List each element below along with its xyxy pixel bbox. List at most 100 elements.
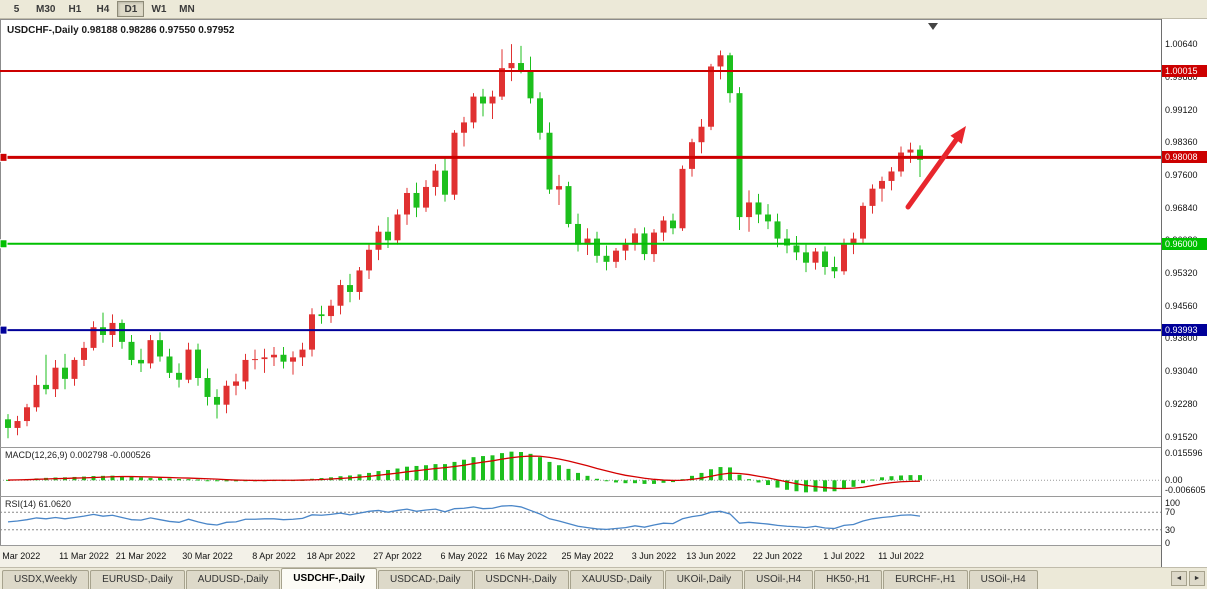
candle-down xyxy=(603,255,610,262)
timeframe-button-h1[interactable]: H1 xyxy=(68,4,82,15)
tab-usoil-h4[interactable]: USOil-,H4 xyxy=(968,570,1038,589)
candle-up xyxy=(879,180,885,189)
macd-histogram-bar xyxy=(528,453,533,481)
candle-up xyxy=(451,132,458,195)
date-label: 6 May 2022 xyxy=(440,551,488,561)
axis-separator xyxy=(1161,19,1162,567)
candle-up xyxy=(394,214,401,241)
candle-up xyxy=(252,359,258,361)
candle-down xyxy=(166,356,173,373)
macd-histogram-bar xyxy=(756,480,761,483)
candle-down xyxy=(119,322,125,342)
tab-xauusd-daily[interactable]: XAUUSD-,Daily xyxy=(569,570,664,589)
date-axis: 2 Mar 2022 11 Mar 2022 21 Mar 2022 30 Mar 2… xyxy=(0,546,1161,567)
tab-usdcnh-daily[interactable]: USDCNH-,Daily xyxy=(473,570,569,589)
macd-panel[interactable] xyxy=(0,448,1161,496)
macd-histogram-bar xyxy=(566,468,571,481)
candle-up xyxy=(746,202,752,218)
candle-down xyxy=(831,266,838,272)
chart-title: USDCHF-,Daily 0.98188 0.98286 0.97550 0.… xyxy=(7,25,235,36)
tabs-scroll-right-button[interactable]: ► xyxy=(1189,571,1205,586)
rsi-axis-label: 100 xyxy=(1165,498,1181,508)
candle-up xyxy=(356,270,363,292)
timeframe-button-h4[interactable]: H4 xyxy=(96,4,110,15)
tab-usoil-h4[interactable]: USOil-,H4 xyxy=(744,570,814,589)
macd-histogram-bar xyxy=(177,478,181,481)
macd-histogram-bar xyxy=(604,480,609,482)
tabs-scroll-arrows: ◄ ► xyxy=(1171,571,1205,589)
macd-histogram-bar xyxy=(851,480,856,487)
date-label: 27 Apr 2022 xyxy=(373,551,422,561)
candle-up xyxy=(812,251,819,263)
macd-histogram-bar xyxy=(557,465,561,481)
panel-separator xyxy=(0,545,1207,546)
candle-up xyxy=(33,384,40,408)
price-level-badge-0.96000: 0.96000 xyxy=(1162,237,1207,250)
candlestick-chart[interactable] xyxy=(0,19,1161,447)
candle-up xyxy=(328,305,334,317)
timeframe-button-m30[interactable]: M30 xyxy=(36,4,56,15)
chart-window: USDCHF-,Daily 0.98188 0.98286 0.97550 0.… xyxy=(0,19,1207,567)
macd-histogram-bar xyxy=(405,466,409,481)
candle-up xyxy=(698,126,705,143)
rsi-line xyxy=(7,504,921,531)
trend-arrow-shaft[interactable] xyxy=(905,134,961,210)
candle-up xyxy=(271,354,277,358)
tab-hk50-h1[interactable]: HK50-,H1 xyxy=(814,570,883,589)
macd-histogram-bar xyxy=(386,469,390,481)
tab-usdx-weekly[interactable]: USDX,Weekly xyxy=(2,570,90,589)
macd-histogram-bar xyxy=(785,480,789,490)
macd-axis-label: 0.015596 xyxy=(1165,448,1203,458)
trend-arrow-head[interactable] xyxy=(950,126,966,144)
candle-down xyxy=(5,419,11,428)
candle-down xyxy=(128,341,135,360)
panel-separator xyxy=(0,447,1207,448)
rsi-panel[interactable] xyxy=(0,497,1161,545)
macd-histogram-bar xyxy=(899,475,903,481)
macd-axis-label: -0.006605 xyxy=(1165,485,1206,495)
candle-up xyxy=(404,192,410,215)
macd-histogram-bar xyxy=(861,480,865,484)
timeframe-button-5[interactable]: 5 xyxy=(13,4,20,15)
candle-up xyxy=(632,233,638,245)
candle-up xyxy=(708,66,714,127)
rsi-axis-label: 30 xyxy=(1165,524,1176,535)
candle-up xyxy=(71,359,78,379)
macd-histogram-bar xyxy=(804,480,808,493)
candle-down xyxy=(214,396,220,405)
candle-down xyxy=(280,354,287,362)
candle-up xyxy=(556,186,562,190)
macd-histogram-bar xyxy=(889,476,894,481)
tab-eurusd-daily[interactable]: EURUSD-,Daily xyxy=(90,570,185,589)
candle-up xyxy=(499,68,505,97)
candle-down xyxy=(546,132,553,190)
macd-histogram-bar xyxy=(490,455,495,481)
macd-histogram-bar xyxy=(186,479,191,481)
candle-down xyxy=(157,340,163,357)
timeframe-button-d1[interactable]: D1 xyxy=(117,1,145,17)
macd-histogram-bar xyxy=(747,479,751,481)
candle-down xyxy=(594,238,600,256)
tab-usdcad-daily[interactable]: USDCAD-,Daily xyxy=(377,570,473,589)
macd-histogram-bar xyxy=(158,478,162,481)
tab-audusd-daily[interactable]: AUDUSD-,Daily xyxy=(185,570,281,589)
candle-up xyxy=(90,327,97,348)
macd-histogram-bar xyxy=(129,476,134,481)
candle-up xyxy=(290,357,296,362)
macd-histogram-bar xyxy=(224,480,229,482)
price-axis-label: 0.98360 xyxy=(1165,137,1198,148)
timeframe-button-w1[interactable]: W1 xyxy=(151,4,167,15)
date-label: 22 Jun 2022 xyxy=(752,551,803,561)
timeframe-button-mn[interactable]: MN xyxy=(179,4,195,15)
tab-usdchf-daily[interactable]: USDCHF-,Daily xyxy=(281,568,377,589)
candle-up xyxy=(689,142,695,169)
tab-eurchf-h1[interactable]: EURCHF-,H1 xyxy=(883,570,968,589)
tab-ukoil-daily[interactable]: UKOil-,Daily xyxy=(664,570,744,589)
price-axis-label: 0.92280 xyxy=(1165,398,1198,409)
tabs-scroll-left-button[interactable]: ◄ xyxy=(1171,571,1187,586)
candle-up xyxy=(81,347,87,360)
line-left-marker xyxy=(0,325,8,335)
date-label: 11 Jul 2022 xyxy=(878,551,924,561)
candle-up xyxy=(461,122,467,133)
macd-histogram-bar xyxy=(709,469,713,481)
